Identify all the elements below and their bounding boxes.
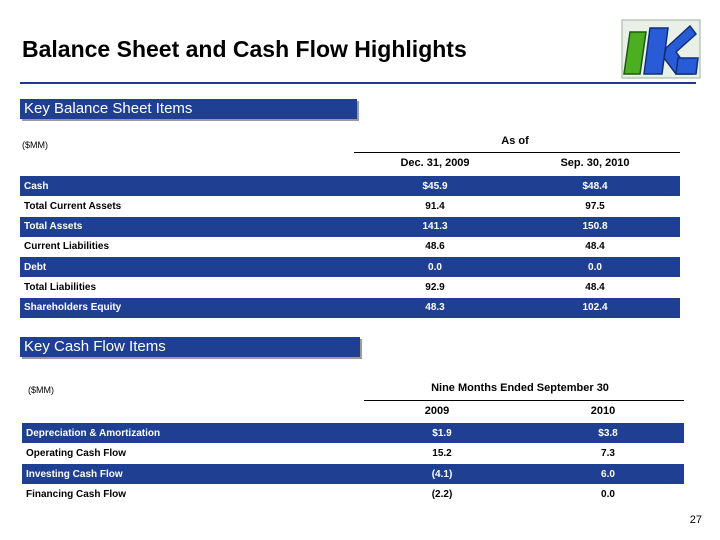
row-value-col1: 48.3 — [425, 302, 445, 314]
row-value-col1: 48.6 — [425, 241, 445, 253]
row-value-col1: $1.9 — [432, 427, 452, 439]
cashflow-section-header: Key Cash Flow Items — [20, 337, 360, 357]
balance-units: ($MM) — [22, 140, 48, 150]
row-label: Investing Cash Flow — [26, 468, 123, 480]
table-row: Current Liabilities 48.6 48.4 — [20, 236, 680, 257]
balance-section-header: Key Balance Sheet Items — [20, 99, 357, 119]
row-value-col1: 0.0 — [428, 261, 442, 273]
row-value-col2: 48.4 — [585, 241, 605, 253]
row-value-col2: 48.4 — [585, 282, 605, 293]
row-label: Current Liabilities — [24, 241, 110, 253]
title-divider — [20, 82, 696, 84]
row-value-col2: 0.0 — [588, 261, 602, 273]
row-value-col1: (4.1) — [431, 468, 453, 480]
row-value-col1: 15.2 — [432, 448, 452, 459]
table-row: Total Assets 141.3 150.8 — [20, 216, 680, 237]
row-value-col1: 91.4 — [425, 200, 445, 212]
cashflow-col2-header: 2010 — [590, 405, 616, 417]
row-label: Operating Cash Flow — [26, 448, 127, 459]
cashflow-period: Nine Months Ended September 30 — [431, 382, 609, 394]
row-value-col1: 141.3 — [422, 221, 448, 233]
row-label: Total Liabilities — [24, 282, 97, 293]
row-value-col2: $48.4 — [582, 180, 608, 192]
balance-col2-header: Sep. 30, 2010 — [560, 157, 630, 169]
company-logo — [621, 19, 701, 79]
table-row: Shareholders Equity 48.3 102.4 — [20, 297, 680, 318]
table-row: Debt 0.0 0.0 — [20, 257, 680, 278]
row-label: Cash — [24, 180, 49, 192]
table-row: Financing Cash Flow (2.2) 0.0 — [22, 484, 684, 505]
cashflow-header-rule — [364, 400, 684, 401]
row-label: Depreciation & Amortization — [26, 427, 161, 439]
cashflow-col1-header: 2009 — [424, 405, 450, 417]
balance-col1-header: Dec. 31, 2009 — [400, 157, 470, 169]
row-value-col2: 6.0 — [601, 468, 615, 480]
table-row: Cash $45.9 $48.4 — [20, 176, 680, 196]
row-label: Debt — [24, 261, 47, 273]
row-value-col2: 0.0 — [601, 489, 615, 500]
page-number: 27 — [689, 514, 702, 526]
table-row: Investing Cash Flow (4.1) 6.0 — [22, 464, 684, 484]
table-row: Total Current Assets 91.4 97.5 — [20, 196, 680, 217]
row-value-col1: $45.9 — [422, 180, 448, 192]
cashflow-units: ($MM) — [28, 385, 54, 395]
row-value-col2: $3.8 — [598, 427, 618, 439]
table-row: Operating Cash Flow 15.2 7.3 — [22, 443, 684, 464]
balance-as-of: As of — [501, 135, 529, 147]
row-value-col2: 97.5 — [585, 200, 605, 212]
row-label: Shareholders Equity — [24, 302, 122, 314]
table-row: Total Liabilities 92.9 48.4 — [20, 277, 680, 298]
row-value-col2: 7.3 — [601, 448, 615, 459]
row-value-col1: (2.2) — [431, 489, 453, 500]
row-label: Total Assets — [24, 221, 83, 233]
row-value-col2: 150.8 — [582, 221, 608, 233]
row-value-col1: 92.9 — [425, 282, 445, 293]
row-label: Total Current Assets — [24, 200, 122, 212]
page-title: Balance Sheet and Cash Flow Highlights — [22, 36, 467, 62]
table-row: Depreciation & Amortization $1.9 $3.8 — [22, 423, 684, 443]
row-value-col2: 102.4 — [582, 302, 608, 314]
row-label: Financing Cash Flow — [26, 489, 127, 500]
balance-header-rule — [354, 152, 680, 153]
